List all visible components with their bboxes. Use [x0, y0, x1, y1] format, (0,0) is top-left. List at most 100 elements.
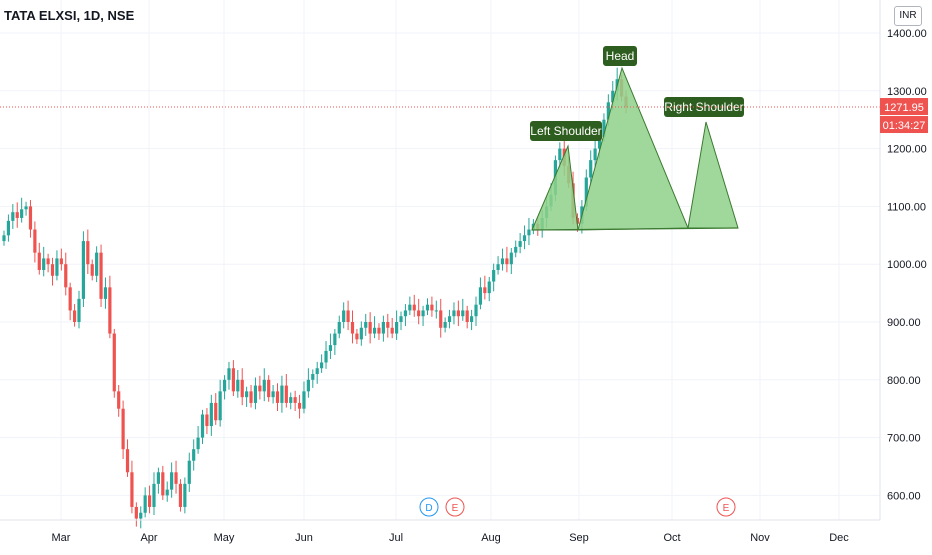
x-axis[interactable]: Mar Apr May Jun Jul Aug Sep Oct Nov Dec: [0, 519, 880, 544]
candle-body: [90, 264, 94, 276]
candle-body: [403, 310, 408, 317]
candle-body: [386, 322, 390, 328]
candle-body: [584, 177, 588, 207]
candle-body: [447, 316, 452, 322]
candle-body: [99, 252, 103, 299]
candle-body: [337, 322, 341, 334]
x-tick-label: Jun: [295, 532, 313, 544]
candle-body: [125, 449, 130, 473]
candle-body: [183, 483, 187, 507]
candle-body: [602, 119, 606, 138]
candle-body: [218, 391, 222, 421]
candle-body: [522, 235, 527, 242]
candle-body: [408, 304, 412, 311]
left-shoulder-label: Left Shoulder: [530, 121, 602, 141]
candle-body: [205, 414, 209, 427]
candle-body: [390, 327, 394, 334]
candle-body: [112, 333, 116, 392]
candle-body: [95, 252, 99, 276]
y-tick-label: 600.00: [887, 490, 921, 502]
event-marker-circle: [716, 497, 736, 517]
candle-body: [170, 472, 174, 490]
chart-title: TATA ELXSI, 1D, NSE: [4, 8, 135, 23]
candle-body: [236, 379, 240, 392]
event-marker[interactable]: E: [445, 497, 465, 517]
head-and-shoulders-pattern[interactable]: Left Shoulder Head Right Shoulder: [530, 46, 744, 231]
candle-body: [320, 362, 324, 369]
right-shoulder-label-text: Right Shoulder: [664, 100, 743, 114]
candle-body: [222, 379, 227, 392]
x-tick-label: Jul: [389, 532, 403, 544]
candle-body: [240, 379, 244, 398]
candle-body: [302, 391, 306, 409]
candle-body: [156, 472, 160, 484]
head-label: Head: [603, 46, 637, 66]
y-tick-label: 700.00: [887, 433, 921, 445]
candle-body: [346, 310, 350, 322]
candle-body: [227, 368, 231, 380]
candle-body: [15, 212, 19, 218]
candle-body: [134, 506, 138, 519]
candle-body: [342, 310, 346, 322]
y-axis[interactable]: 1400.00 1300.00 1200.00 1100.00 1000.00 900.0…: [879, 0, 927, 520]
candle-body: [86, 241, 90, 265]
x-tick-label: Oct: [663, 532, 680, 544]
candle-body: [24, 206, 28, 210]
candle-body: [434, 310, 438, 312]
candle-body: [209, 402, 213, 427]
candle-body: [509, 252, 513, 265]
candle-body: [597, 137, 602, 149]
y-tick-label: 1200.00: [887, 144, 927, 156]
candle-body: [245, 391, 249, 398]
grid: [0, 0, 880, 520]
event-marker[interactable]: D: [419, 497, 439, 517]
event-marker-text: E: [723, 503, 730, 514]
candle-body: [297, 402, 302, 409]
candle-body: [606, 102, 610, 120]
candle-body: [231, 368, 235, 392]
event-marker-circle: [419, 497, 439, 517]
candle-body: [527, 229, 531, 236]
candle-body: [271, 391, 275, 398]
candle-body: [381, 322, 385, 334]
candle-body: [262, 379, 266, 392]
pattern-triangle: [687, 121, 739, 229]
candle-body: [465, 310, 469, 322]
x-tick-label: Sep: [569, 532, 589, 544]
x-tick-label: May: [214, 532, 235, 544]
candle-body: [425, 304, 430, 311]
candles: [2, 67, 628, 529]
price-tag-value: 1271.95: [884, 102, 924, 114]
candle-body: [293, 397, 297, 403]
candle-body: [81, 241, 86, 299]
candle-body: [417, 310, 421, 317]
candle-body: [178, 483, 183, 507]
candle-body: [306, 379, 310, 392]
candle-body: [11, 212, 15, 221]
candle-body: [200, 414, 205, 438]
candle-body: [284, 385, 288, 403]
candle-body: [589, 160, 593, 178]
candle-body: [289, 397, 293, 403]
event-marker[interactable]: E: [716, 497, 736, 517]
candle-body: [611, 90, 615, 103]
candle-body: [514, 246, 518, 253]
candle-body: [59, 258, 63, 265]
currency-badge[interactable]: INR: [894, 6, 922, 26]
y-tick-label: 1000.00: [887, 259, 927, 271]
candle-body: [253, 385, 258, 403]
event-marker-text: E: [452, 503, 459, 514]
candle-body: [20, 209, 24, 218]
x-tick-label: Apr: [140, 532, 157, 544]
candle-body: [439, 310, 443, 328]
candle-body: [275, 391, 280, 403]
candle-body: [359, 327, 363, 340]
candle-body: [483, 287, 487, 294]
candle-body: [399, 316, 403, 322]
candle-body: [324, 350, 328, 363]
candle-body: [2, 235, 6, 242]
candle-body: [395, 322, 399, 334]
